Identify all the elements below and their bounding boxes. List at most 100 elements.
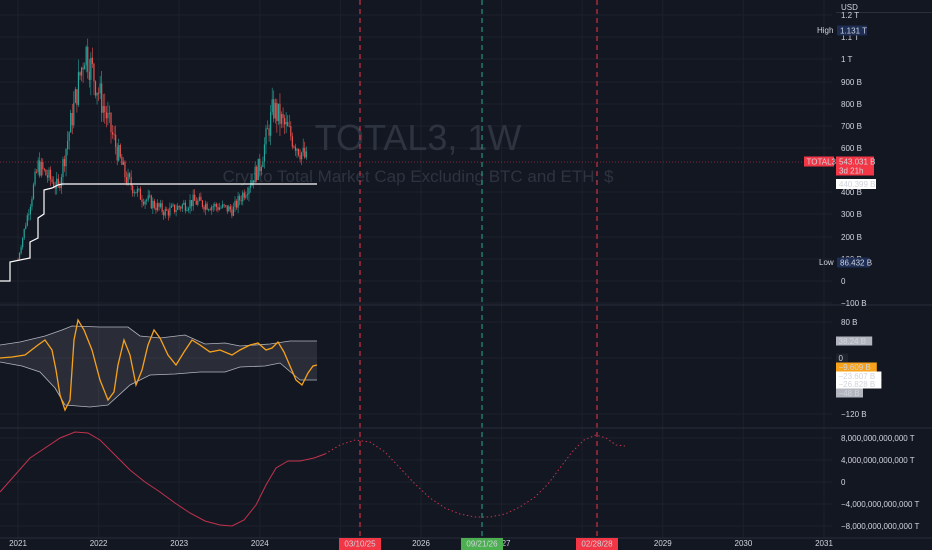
candle-body [177, 206, 179, 210]
cycle-pane[interactable] [0, 431, 626, 527]
candle-body [136, 188, 138, 194]
candle-body [45, 169, 47, 176]
band-lower [0, 361, 317, 408]
candle-body [25, 225, 27, 229]
price-tick-300-b: 300 B [841, 210, 862, 219]
candle-body [239, 196, 241, 201]
candle-body [29, 206, 31, 215]
countdown-value: 3d 21h [839, 167, 863, 176]
candle-body [40, 161, 42, 176]
candle-body [285, 121, 287, 125]
candle-body [110, 112, 112, 133]
osc-tick-120-b: −120 B [841, 410, 867, 419]
candle-body [260, 167, 262, 172]
price-tick-200-b: 200 B [841, 233, 862, 242]
candle-body [79, 72, 81, 76]
candle-body [277, 103, 279, 121]
cycle-line [0, 431, 326, 527]
candle-body [98, 92, 100, 94]
candle-body [192, 194, 194, 207]
time-tick-2022: 2022 [90, 539, 108, 548]
candle-body [265, 128, 267, 145]
candle-body [104, 106, 106, 113]
candle-body [119, 145, 121, 157]
candle-body [150, 195, 152, 209]
candle-body [276, 102, 278, 121]
candle-body [242, 192, 244, 202]
osc-label-box-4 [836, 379, 882, 389]
candle-body [206, 203, 208, 210]
candle-body [293, 146, 295, 148]
candle-body [54, 187, 56, 189]
time-marker-box-2 [576, 538, 618, 550]
oscillator-pane[interactable] [0, 318, 318, 412]
price-tick-0: 0 [841, 277, 846, 286]
candle-body [187, 208, 190, 211]
candle-body [297, 149, 300, 156]
candle-body [93, 63, 95, 82]
candle-body [270, 112, 272, 136]
candle-body [246, 194, 248, 196]
candle-body [203, 206, 205, 210]
candle-body [53, 181, 55, 188]
watermark-title: TOTAL3, 1W [315, 117, 522, 158]
time-marker-box-0 [339, 538, 381, 550]
candle-body [237, 196, 239, 208]
candle-body [287, 121, 289, 127]
cycle-tick-8-000-000-000-000-t: −8,000,000,000,000 T [841, 522, 919, 531]
last-price-box [836, 156, 874, 176]
candle-body [215, 203, 217, 207]
band-upper [0, 325, 317, 347]
candle-body [118, 145, 120, 161]
candle-body [184, 202, 186, 211]
price-pane[interactable] [0, 38, 832, 282]
time-markers: 03/10/25 09/21/26 02/28/28 [339, 538, 618, 550]
candle-body [37, 160, 39, 173]
candle-body [105, 112, 107, 119]
candle-body [18, 252, 21, 259]
osc-tick-80-b: 80 B [841, 318, 857, 327]
candle-body [195, 200, 197, 205]
watermark-subtitle: Crypto Total Market Cap Excluding BTC an… [223, 167, 614, 186]
candle-body [302, 147, 304, 153]
candle-body [111, 132, 114, 135]
candle-body [166, 209, 168, 211]
candle-body [46, 175, 49, 178]
candle-body [62, 159, 64, 178]
price-tick-1-1-t: 1.1 T [841, 33, 859, 42]
candle-body [88, 71, 90, 80]
candle-body [209, 209, 211, 211]
price-tick-100-b: −100 B [841, 299, 867, 308]
candle-body [96, 92, 98, 96]
candle-body [305, 151, 307, 158]
candle-body [63, 159, 66, 167]
last-price-tag: TOTAL3 543.031 B 3d 21h [804, 156, 875, 176]
candle-body [161, 203, 163, 212]
candle-body [73, 102, 75, 126]
time-axis[interactable]: 202120222023202420262027202920302031 03/… [0, 537, 932, 550]
high-value: 1.131 T [840, 27, 867, 36]
candle-body [107, 113, 109, 119]
candle-body [116, 146, 118, 161]
low-label: Low 86.432 B [819, 257, 872, 268]
candle-body [181, 204, 183, 209]
candle-body [167, 210, 169, 216]
time-tick-2026: 2026 [412, 539, 430, 548]
last-price-value: 543.031 B [839, 158, 875, 167]
candle-body [155, 207, 157, 211]
candle-body [129, 173, 131, 177]
candle-body [273, 99, 275, 119]
candle-body [254, 166, 256, 183]
candle-body [158, 203, 160, 207]
price-axis[interactable]: USD 1.2 T 1.1 T 1 T 900 B 800 B 700 B 600 B 400… [804, 3, 932, 531]
time-tick-2023: 2023 [170, 539, 188, 548]
candle-body [31, 199, 33, 207]
candle-body [135, 192, 137, 194]
candle-body [138, 188, 140, 190]
candle-body [147, 195, 149, 200]
candle-body [70, 112, 72, 133]
candle-body [198, 196, 200, 201]
candle-body [291, 136, 293, 147]
